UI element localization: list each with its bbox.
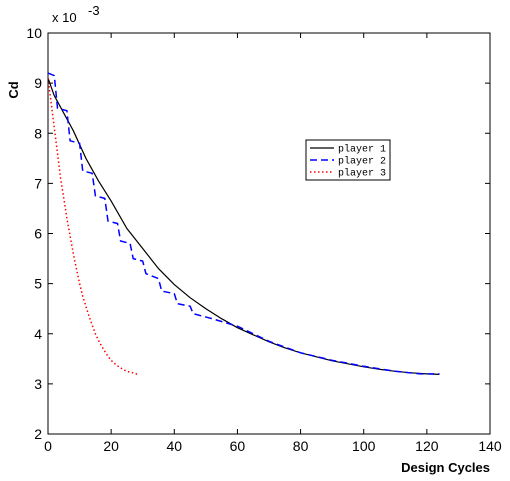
- plot-frame: [47, 32, 491, 435]
- y-multiplier-exponent: -3: [88, 3, 100, 18]
- y-tick-label: 7: [34, 175, 42, 191]
- legend-label-3: player 3: [338, 168, 386, 180]
- x-tick-label: 100: [352, 438, 376, 454]
- series-line-3: [48, 78, 140, 376]
- legend-box: [305, 139, 391, 181]
- ticks-layer: 0 20 40 60 80 100 120 140 2 3 4 5 6 7 8 9 10: [26, 25, 501, 454]
- series-layer: [48, 72, 440, 376]
- x-tick-label: 140: [478, 438, 502, 454]
- x-axis-title: Design Cycles: [401, 460, 490, 475]
- x-tick-label: 120: [415, 438, 439, 454]
- x-tick-label: 40: [166, 438, 182, 454]
- y-tick-label: 3: [34, 376, 42, 392]
- y-tick-label: 10: [26, 25, 42, 41]
- series-line-2: [48, 72, 440, 375]
- y-tick-label: 2: [34, 426, 42, 442]
- y-tick-label: 5: [34, 276, 42, 292]
- y-tick-label: 6: [34, 226, 42, 242]
- x-tick-label: 20: [103, 438, 119, 454]
- x-tick-label: 0: [44, 438, 52, 454]
- y-axis-title: Cd: [6, 81, 21, 98]
- y-tick-label: 9: [34, 75, 42, 91]
- legend-label-1: player 1: [338, 144, 386, 156]
- legend-label-2: player 2: [338, 156, 386, 168]
- y-tick-label: 8: [34, 125, 42, 141]
- x-tick-label: 80: [293, 438, 309, 454]
- x-tick-label: 60: [230, 438, 246, 454]
- y-multiplier-label: x 10: [52, 10, 77, 25]
- y-tick-label: 4: [34, 326, 42, 342]
